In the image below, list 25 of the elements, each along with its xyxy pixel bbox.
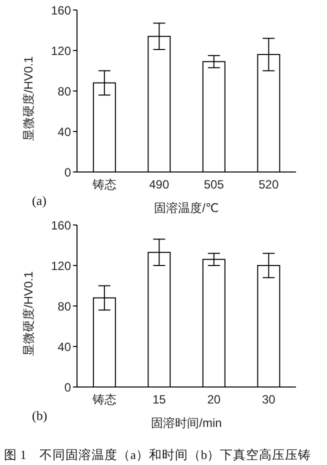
y-tick-label: 40 xyxy=(58,124,72,139)
x-tick-label: 铸态 xyxy=(91,392,116,407)
y-axis-title: 显微硬度/HV0.1 xyxy=(21,270,36,356)
x-tick-label: 30 xyxy=(262,392,276,407)
x-axis-title: 固溶温度/℃ xyxy=(154,201,219,215)
y-tick-label: 0 xyxy=(64,380,72,394)
y-tick-label: 120 xyxy=(50,44,72,58)
y-tick-label: 40 xyxy=(58,340,72,354)
x-tick-label: 15 xyxy=(152,392,166,407)
x-tick-label: 铸态 xyxy=(91,178,116,192)
y-axis-title: 显微硬度/HV0.1 xyxy=(21,56,36,141)
y-tick-label: 160 xyxy=(50,3,72,18)
y-tick-label: 0 xyxy=(64,165,72,180)
x-axis-title: 固溶时间/min xyxy=(151,416,222,430)
x-tick-label: 20 xyxy=(207,392,221,407)
x-tick-label: 505 xyxy=(204,178,224,192)
text: (b) xyxy=(32,408,48,424)
text: (a) xyxy=(32,193,46,209)
caption: 图 1 不同固溶温度（a）和时间（b）下真空高压压铸 xyxy=(4,447,312,464)
x-tick-label: 490 xyxy=(149,178,170,192)
y-tick-label: 160 xyxy=(50,218,72,232)
x-tick-label: 520 xyxy=(258,178,279,192)
y-tick-label: 80 xyxy=(58,84,72,98)
y-tick-label: 80 xyxy=(58,299,72,314)
y-tick-label: 120 xyxy=(50,258,72,273)
